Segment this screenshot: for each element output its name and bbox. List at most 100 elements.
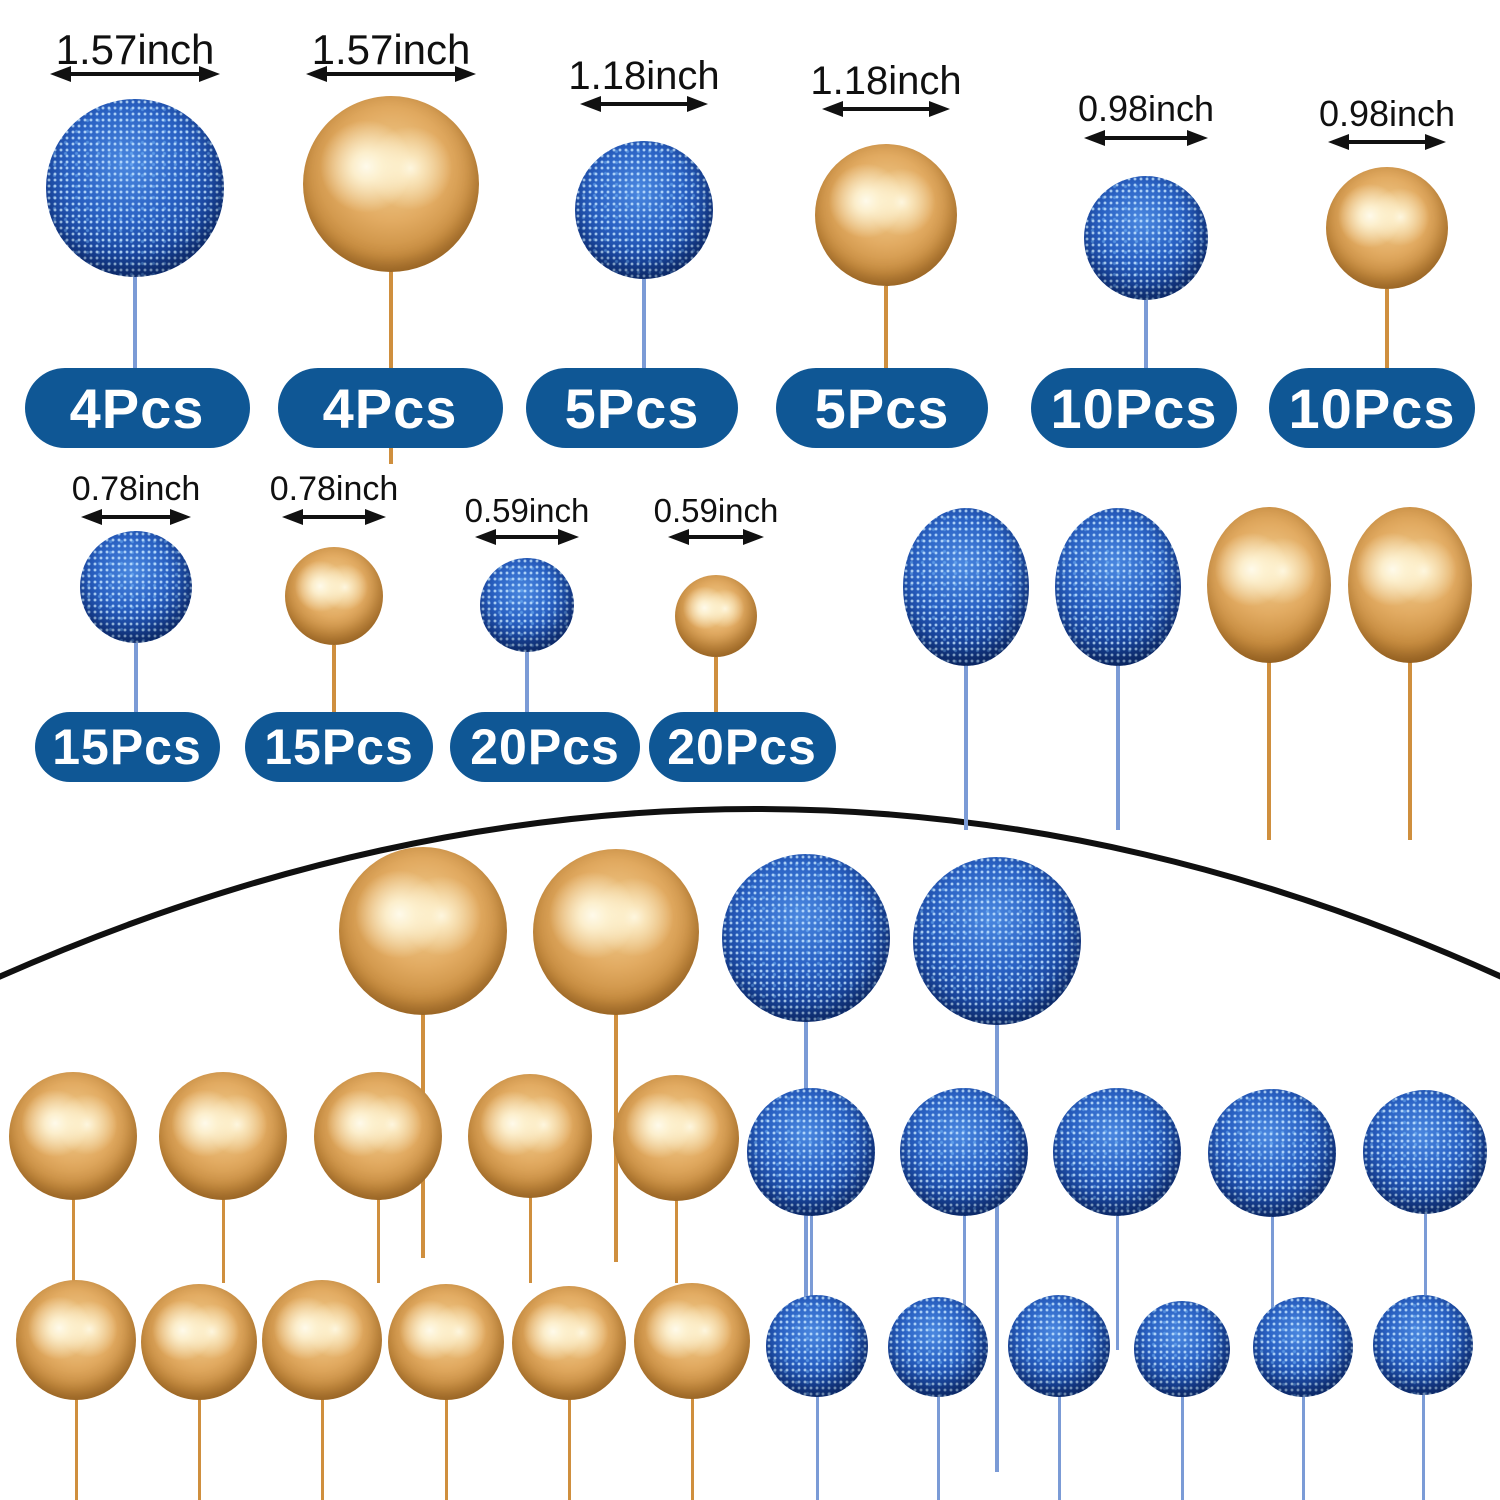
size-label: 0.78inch xyxy=(269,470,399,508)
measure-arrow xyxy=(81,508,191,526)
count-badge: 10Pcs xyxy=(1269,368,1475,448)
measure-arrow-shaft xyxy=(585,102,703,106)
size-label: 1.18inch xyxy=(810,59,962,103)
gold-stick xyxy=(197,1398,201,1500)
gold-stick xyxy=(71,1198,75,1283)
blue-stick xyxy=(1421,1393,1425,1500)
gold-ball xyxy=(1207,507,1331,663)
size-label: 0.59inch xyxy=(464,492,590,529)
measure-arrow-shaft xyxy=(287,515,381,519)
gold-stick xyxy=(714,657,718,714)
blue-ball xyxy=(747,1088,875,1216)
measure-arrow xyxy=(50,65,220,83)
measure-arrow-shaft xyxy=(480,535,574,539)
measure-arrow xyxy=(822,100,950,118)
count-badge: 20Pcs xyxy=(450,712,640,782)
gold-ball xyxy=(613,1075,739,1201)
gold-ball xyxy=(262,1280,382,1400)
count-badge: 20Pcs xyxy=(648,712,836,782)
measure-arrow xyxy=(1084,129,1208,147)
count-badge: 4Pcs xyxy=(24,368,250,448)
count-badge: 15Pcs xyxy=(34,712,220,782)
gold-ball xyxy=(512,1286,626,1400)
blue-stick xyxy=(995,1023,999,1472)
gold-stick xyxy=(884,286,888,370)
size-label: 0.98inch xyxy=(1077,88,1215,129)
gold-ball xyxy=(303,96,479,272)
blue-stick xyxy=(1057,1395,1061,1500)
gold-ball xyxy=(1348,507,1472,663)
size-label: 1.57inch xyxy=(55,26,215,73)
gold-ball xyxy=(314,1072,442,1200)
size-label: 0.98inch xyxy=(1318,93,1456,134)
gold-stick xyxy=(1385,289,1389,370)
measure-arrow-shaft xyxy=(1333,140,1441,144)
blue-ball xyxy=(80,531,192,643)
gold-stick xyxy=(674,1199,678,1283)
measure-arrow-shaft xyxy=(311,72,471,76)
blue-ball xyxy=(1253,1297,1353,1397)
gold-stick xyxy=(221,1198,225,1283)
blue-stick xyxy=(1144,300,1148,370)
gold-stick xyxy=(320,1398,324,1500)
gold-ball xyxy=(285,547,383,645)
blue-ball xyxy=(480,558,574,652)
measure-arrow xyxy=(306,65,476,83)
gold-stick xyxy=(389,271,393,370)
blue-stick xyxy=(964,664,968,830)
count-badge: 5Pcs xyxy=(776,368,988,448)
size-label: 0.59inch xyxy=(653,492,779,529)
blue-stick xyxy=(134,643,138,714)
blue-ball xyxy=(1055,508,1181,666)
gold-ball xyxy=(675,575,757,657)
gold-stick xyxy=(389,448,393,464)
measure-arrow-shaft xyxy=(673,535,759,539)
measure-arrow xyxy=(1328,133,1446,151)
gold-stick xyxy=(74,1398,78,1500)
measure-arrow-shaft xyxy=(55,72,215,76)
gold-ball xyxy=(16,1280,136,1400)
blue-stick xyxy=(1116,664,1120,830)
size-label: 1.18inch xyxy=(568,54,720,98)
gold-stick xyxy=(1267,661,1271,840)
measure-arrow-shaft xyxy=(827,107,945,111)
blue-ball xyxy=(913,857,1081,1025)
blue-stick xyxy=(962,1214,966,1350)
measure-arrow xyxy=(282,508,386,526)
blue-ball xyxy=(1134,1301,1230,1397)
gold-stick xyxy=(690,1397,694,1500)
blue-ball xyxy=(1084,176,1208,300)
count-badge: 10Pcs xyxy=(1031,368,1237,448)
gold-ball xyxy=(9,1072,137,1200)
blue-stick xyxy=(1301,1395,1305,1500)
measure-arrow-shaft xyxy=(86,515,186,519)
gold-ball xyxy=(159,1072,287,1200)
count-badge: 4Pcs xyxy=(277,368,503,448)
blue-ball xyxy=(1363,1090,1487,1214)
gold-ball xyxy=(533,849,699,1015)
blue-ball xyxy=(766,1295,868,1397)
gold-stick xyxy=(1408,661,1412,840)
gold-stick xyxy=(528,1196,532,1283)
gold-ball xyxy=(388,1284,504,1400)
measure-arrow xyxy=(475,528,579,546)
measure-arrow-shaft xyxy=(1089,136,1203,140)
blue-stick xyxy=(1180,1395,1184,1500)
gold-ball xyxy=(815,144,957,286)
gold-ball xyxy=(634,1283,750,1399)
magnifier-arc-path xyxy=(0,806,1500,980)
gold-ball xyxy=(141,1284,257,1400)
gold-ball xyxy=(1326,167,1448,289)
blue-ball xyxy=(888,1297,988,1397)
size-label: 0.78inch xyxy=(71,470,201,508)
blue-stick xyxy=(1423,1212,1427,1350)
blue-stick xyxy=(133,277,137,370)
blue-stick xyxy=(936,1395,940,1500)
size-label: 1.57inch xyxy=(311,26,471,73)
count-badge: 15Pcs xyxy=(245,712,433,782)
blue-stick xyxy=(1115,1214,1119,1350)
blue-ball xyxy=(1373,1295,1473,1395)
measure-arrow xyxy=(580,95,708,113)
blue-stick xyxy=(642,279,646,370)
